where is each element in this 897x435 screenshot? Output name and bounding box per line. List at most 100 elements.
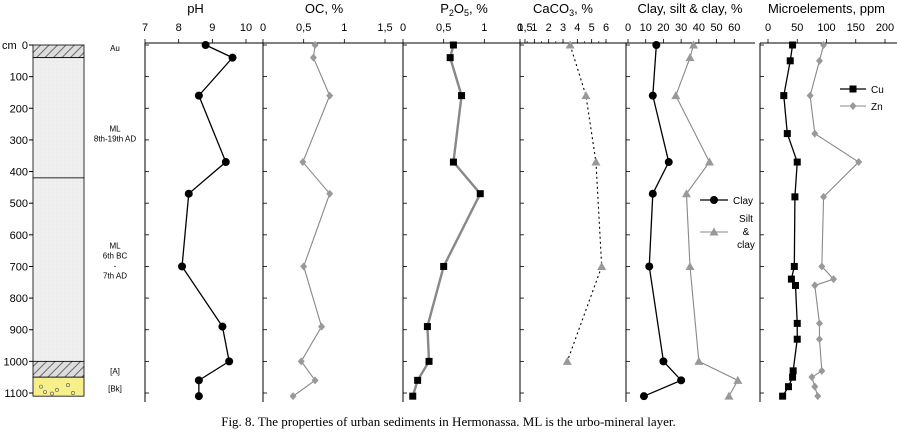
depth-tick-label: 1100 bbox=[4, 388, 28, 400]
data-point bbox=[791, 193, 799, 201]
data-point bbox=[704, 157, 714, 166]
panel-title: OC, % bbox=[305, 1, 344, 16]
depth-tick-label: 600 bbox=[10, 230, 28, 242]
x-tick-label: 4 bbox=[574, 22, 580, 34]
legend-marker bbox=[709, 227, 719, 236]
data-point bbox=[645, 262, 654, 271]
legend-marker bbox=[710, 196, 718, 204]
layer-label-ML-lower: - bbox=[114, 261, 117, 270]
x-tick-label: 6 bbox=[603, 22, 609, 34]
panel-micro: 0 50 100 150 200 Microelements, ppm Cu Zn bbox=[759, 1, 897, 402]
x-tick-label: 200 bbox=[876, 22, 894, 34]
panel-caco3: 0 1 2 3 4 5 6 CaCO3, % bbox=[517, 1, 626, 402]
data-point bbox=[449, 158, 457, 166]
depth-tick-label: 100 bbox=[10, 72, 28, 84]
data-point bbox=[793, 158, 801, 166]
x-tick-label: 7 bbox=[142, 22, 148, 34]
data-point bbox=[648, 91, 657, 100]
figure-caption: Fig. 8. The properties of urban sediment… bbox=[221, 414, 676, 429]
panel-title: Clay, silt & clay, % bbox=[638, 1, 743, 16]
data-point bbox=[178, 262, 187, 271]
series-line bbox=[292, 44, 331, 397]
data-point bbox=[218, 322, 227, 331]
x-tick-label: 0 bbox=[517, 22, 523, 34]
layer-A bbox=[32, 360, 85, 378]
data-point bbox=[581, 91, 591, 100]
data-point bbox=[779, 392, 787, 400]
x-tick-label: 0 bbox=[260, 22, 266, 34]
legend-label: Cu bbox=[871, 85, 884, 96]
data-point bbox=[671, 91, 681, 100]
data-point bbox=[639, 392, 648, 401]
x-tick-label: 30 bbox=[675, 22, 687, 34]
data-point bbox=[194, 91, 203, 100]
x-tick-label: 60 bbox=[728, 22, 740, 34]
data-point bbox=[815, 56, 823, 65]
data-point bbox=[681, 189, 691, 198]
x-tick-label: 50 bbox=[791, 22, 803, 34]
data-point bbox=[299, 158, 307, 167]
series-CaCO3 bbox=[562, 40, 607, 365]
data-point bbox=[855, 158, 863, 167]
panel-title: pH bbox=[187, 1, 204, 16]
data-point bbox=[458, 92, 466, 100]
data-point bbox=[659, 357, 668, 366]
data-point bbox=[425, 357, 433, 365]
data-point bbox=[289, 392, 297, 401]
panel-title: Microelements, ppm bbox=[768, 1, 885, 16]
layer-ML-upper bbox=[32, 57, 85, 179]
layer-label-ML-upper: ML bbox=[109, 125, 121, 134]
series-P2O5 bbox=[409, 41, 484, 400]
series-line bbox=[411, 44, 482, 397]
depth-tick-label: 0 bbox=[22, 40, 28, 52]
x-tick-label: 1 bbox=[531, 22, 537, 34]
data-point bbox=[318, 322, 326, 331]
data-point bbox=[786, 57, 794, 65]
x-tick-label: 1 bbox=[341, 22, 347, 34]
x-tick-label: 20 bbox=[657, 22, 669, 34]
bk-pebble bbox=[55, 387, 59, 392]
bk-pebble bbox=[71, 391, 75, 395]
data-point bbox=[685, 53, 695, 62]
series-line bbox=[675, 44, 739, 397]
bk-pebble bbox=[43, 390, 47, 395]
depth-axis: cm 0 100 200 300 400 500 600 700 800 900 1000 1100 bbox=[2, 40, 33, 400]
data-point bbox=[694, 356, 704, 365]
data-point bbox=[194, 376, 203, 385]
data-point bbox=[789, 367, 797, 375]
layer-label-ML-lower: 7th AD bbox=[103, 271, 127, 280]
x-tick-label: 10 bbox=[640, 22, 652, 34]
depth-tick-label: 300 bbox=[10, 135, 28, 147]
layer-Au bbox=[32, 44, 85, 59]
depth-tick-label: 1000 bbox=[4, 356, 28, 368]
data-point bbox=[440, 262, 448, 270]
series-line bbox=[809, 44, 860, 397]
depth-tick-label: 500 bbox=[10, 198, 28, 210]
data-point bbox=[591, 157, 601, 166]
data-point bbox=[685, 261, 695, 270]
data-point bbox=[820, 41, 828, 49]
series-Clay bbox=[639, 41, 686, 401]
x-tick-label: 10 bbox=[240, 22, 252, 34]
data-point bbox=[808, 373, 816, 382]
panel-p2o5: 0 0,5 1 1,5 P2O5, % bbox=[400, 1, 533, 402]
layer-ML-lower bbox=[32, 177, 85, 362]
depth-tick-label: 200 bbox=[10, 103, 28, 115]
data-point bbox=[300, 262, 308, 271]
x-tick-label: 0 bbox=[765, 22, 771, 34]
legend-label: Clay bbox=[733, 196, 753, 207]
legend-label: clay bbox=[737, 240, 755, 251]
data-point bbox=[326, 189, 334, 198]
legend-marker bbox=[849, 85, 857, 93]
layer-label-A: [A] bbox=[110, 367, 120, 376]
data-point bbox=[565, 40, 575, 49]
data-point bbox=[309, 53, 317, 62]
series-line bbox=[566, 44, 603, 362]
legend-label: & bbox=[743, 227, 750, 238]
legend: Clay Silt & clay bbox=[700, 196, 755, 251]
x-tick-label: 2 bbox=[546, 22, 552, 34]
series-pH bbox=[178, 41, 237, 401]
layer-label-Bk: [Bk] bbox=[108, 384, 122, 393]
